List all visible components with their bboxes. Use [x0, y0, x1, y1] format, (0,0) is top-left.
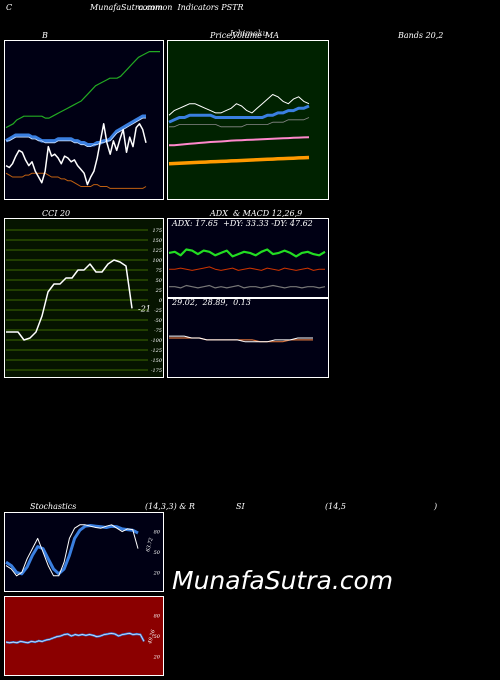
minus-di-line: [169, 266, 325, 271]
cci-tick-label: 100: [152, 258, 162, 264]
price-line: [5, 123, 147, 186]
cci-tick-label: -75: [154, 328, 162, 334]
header-site: MunafaSutra.com: [90, 3, 163, 12]
stoch-label: Stochastics: [30, 502, 77, 511]
price-line: [168, 94, 310, 116]
cci-tick-label: -150: [151, 358, 163, 364]
stoch-tick-label: 50: [154, 550, 161, 556]
stoch-tick-label: 20: [153, 570, 161, 576]
ma-long-line: [168, 155, 310, 166]
macd-line: [169, 335, 313, 343]
cci-last-label: -21: [138, 304, 151, 313]
rsi-inner-line: [5, 632, 145, 644]
cci-tick-label: 175: [152, 228, 162, 234]
cci-tick-label: 50: [156, 278, 163, 284]
plus-di-line: [168, 248, 326, 258]
stoch-k-line: [5, 524, 139, 577]
cci-tick-label: 0: [159, 298, 163, 304]
upper-band-line: [5, 51, 160, 129]
bb-label: B: [42, 31, 48, 40]
cci-line: [6, 259, 133, 341]
ichimoku-label: Ichimoku: [230, 29, 268, 38]
macd-chart: [167, 298, 329, 378]
rsi-tick-label: 20: [153, 654, 161, 660]
adx-chart: [167, 218, 329, 298]
bands-label: Bands 20,2: [398, 31, 444, 40]
header-title: common Indicators PSTR: [138, 3, 244, 12]
ma-short-line: [168, 104, 310, 124]
cci-tick-label: -50: [154, 318, 163, 324]
rsi-last-label: 49.26: [147, 628, 157, 645]
panel-background: [4, 218, 164, 378]
stoch-tick-label: 80: [154, 530, 161, 536]
cci-tick-label: -175: [151, 368, 162, 374]
cci-tick-label: 75: [156, 268, 162, 274]
stoch-last-label: 63.72: [145, 537, 155, 552]
stoch-params: (14,3,3) & R: [145, 502, 195, 511]
rsi-params: (14,5: [325, 502, 346, 511]
panel-background: [167, 218, 329, 298]
header-left: C: [6, 3, 13, 12]
stochastics-chart: 80 50 20 63.72: [4, 512, 164, 592]
cci-tick-label: -25: [154, 308, 162, 314]
close-paren: ): [434, 502, 438, 511]
cci-tick-label: -125: [151, 348, 162, 354]
macd-values: 29.02, 28.89, 0.13: [172, 298, 251, 307]
cci-tick-label: 25: [155, 288, 162, 294]
rsi-tick-label: 80: [154, 614, 161, 620]
ichimoku-line: [169, 117, 310, 128]
ma-mid-line: [169, 136, 310, 147]
middle-band-line: [5, 114, 146, 147]
price-label: Price,: [210, 31, 234, 40]
volume-label: Volume: [232, 31, 262, 40]
cci-tick-label: 125: [152, 248, 162, 254]
ma-label: MA: [265, 31, 279, 40]
panel-background: [167, 40, 329, 200]
rsi-chart: 80 50 20 49.26: [4, 596, 164, 676]
cci-chart: 175 150 125 100 75 50 25 0 -25 -50 -75 -100 -125 -150…: [4, 218, 164, 378]
rsi-label: SI: [236, 502, 245, 511]
stoch-d-line: [5, 524, 139, 576]
watermark: MunafaSutra.com: [172, 566, 394, 595]
rsi-tick-label: 50: [154, 634, 161, 640]
adx-values: ADX: 17.65 +DY: 33.33 -DY: 47.62: [172, 219, 313, 228]
bollinger-chart: [4, 40, 164, 200]
price-ma-chart: [167, 40, 329, 200]
cci-tick-label: -100: [151, 338, 163, 344]
adx-macd-label: ADX & MACD 12,26,9: [210, 209, 303, 218]
cci-label: CCI 20: [42, 209, 71, 218]
adx-line: [169, 284, 326, 289]
volume-line: [5, 172, 147, 189]
cci-tick-label: 150: [152, 238, 162, 244]
